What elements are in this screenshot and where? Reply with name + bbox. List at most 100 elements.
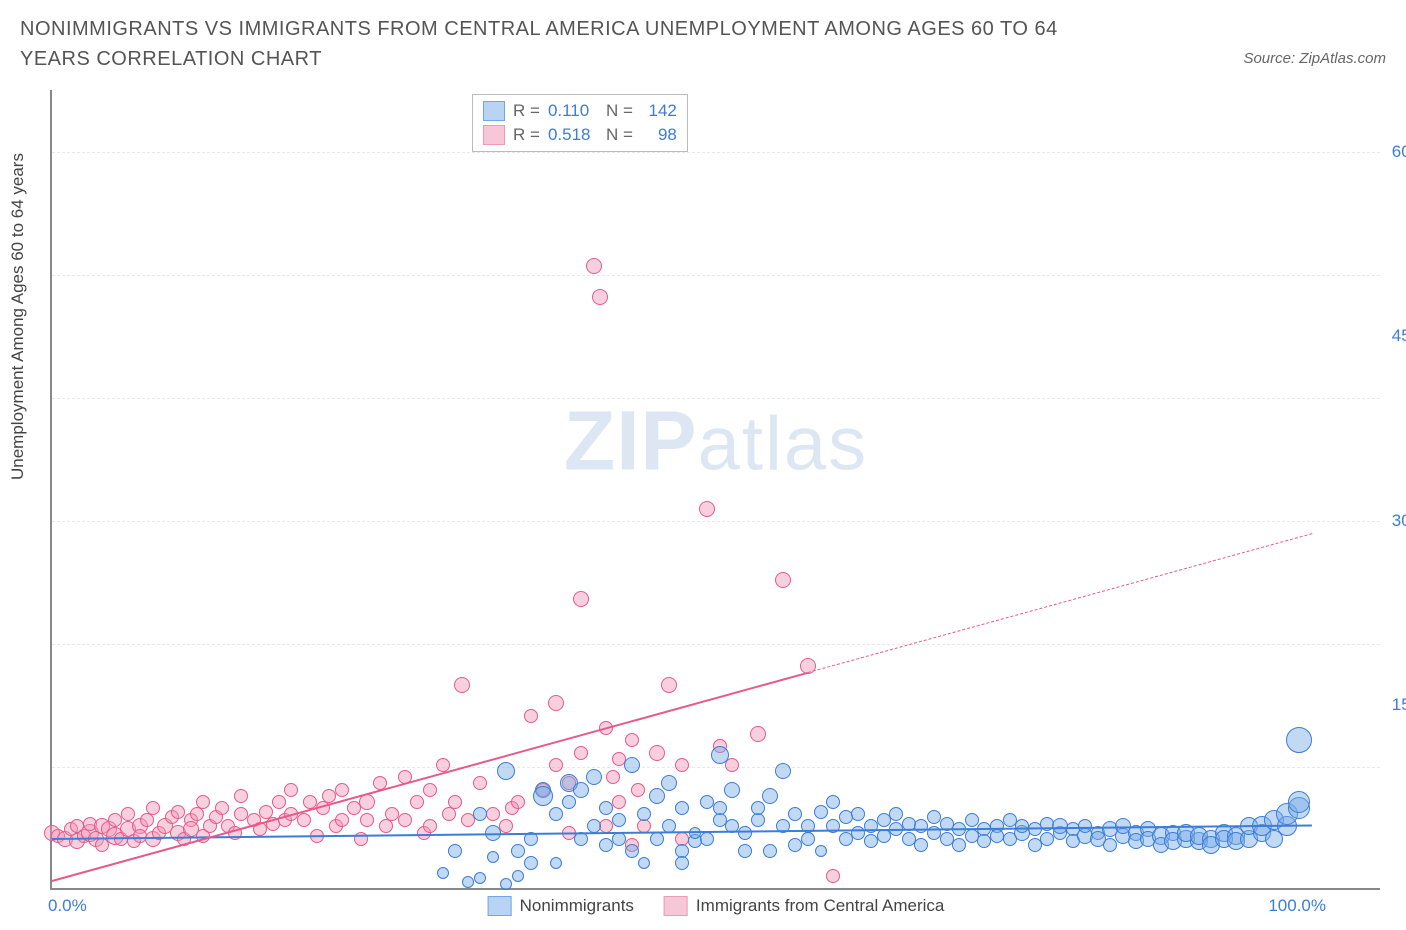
- watermark-bold: ZIP: [564, 394, 698, 488]
- data-point: [750, 726, 766, 742]
- y-axis-label: Unemployment Among Ages 60 to 64 years: [8, 153, 28, 480]
- data-point: [914, 838, 928, 852]
- stats-row: R =0.518N = 98: [483, 123, 677, 147]
- data-point: [649, 745, 665, 761]
- legend-swatch: [488, 896, 512, 916]
- data-point: [486, 807, 500, 821]
- gridline: [52, 275, 1380, 276]
- trend-line: [52, 672, 809, 882]
- data-point: [423, 783, 437, 797]
- data-point: [448, 795, 462, 809]
- data-point: [675, 801, 689, 815]
- data-point: [398, 813, 412, 827]
- gridline: [52, 398, 1380, 399]
- data-point: [500, 878, 512, 890]
- data-point: [661, 677, 677, 693]
- data-point: [442, 807, 456, 821]
- data-point: [497, 762, 515, 780]
- data-point: [814, 805, 828, 819]
- data-point: [637, 807, 651, 821]
- data-point: [675, 856, 689, 870]
- data-point: [335, 813, 349, 827]
- data-point: [410, 795, 424, 809]
- data-point: [511, 795, 525, 809]
- watermark-rest: atlas: [698, 402, 869, 487]
- data-point: [171, 805, 185, 819]
- data-point: [454, 677, 470, 693]
- data-point: [801, 832, 815, 846]
- trend-line: [808, 533, 1312, 673]
- r-value: 0.110: [548, 101, 598, 121]
- data-point: [952, 838, 966, 852]
- data-point: [624, 757, 640, 773]
- data-point: [573, 591, 589, 607]
- data-point: [562, 795, 576, 809]
- data-point: [725, 758, 739, 772]
- data-point: [196, 795, 210, 809]
- data-point: [473, 776, 487, 790]
- data-point: [965, 813, 979, 827]
- scatter-plot: ZIPatlas R =0.110N =142R =0.518N = 98 No…: [50, 90, 1380, 890]
- data-point: [548, 695, 564, 711]
- gridline: [52, 767, 1380, 768]
- data-point: [512, 870, 524, 882]
- legend-label: Immigrants from Central America: [696, 896, 944, 916]
- y-tick-label: 30.0%: [1392, 511, 1406, 531]
- data-point: [379, 819, 393, 833]
- data-point: [140, 813, 154, 827]
- n-label: N =: [606, 101, 633, 121]
- data-point: [738, 826, 752, 840]
- data-point: [638, 857, 650, 869]
- data-point: [487, 851, 499, 863]
- data-point: [675, 758, 689, 772]
- x-tick-label: 0.0%: [48, 896, 87, 916]
- data-point: [775, 572, 791, 588]
- data-point: [473, 807, 487, 821]
- data-point: [550, 857, 562, 869]
- data-point: [573, 782, 589, 798]
- data-point: [851, 807, 865, 821]
- data-point: [775, 763, 791, 779]
- data-point: [751, 801, 765, 815]
- data-point: [826, 795, 840, 809]
- data-point: [215, 801, 229, 815]
- data-point: [284, 783, 298, 797]
- data-point: [699, 501, 715, 517]
- data-point: [713, 801, 727, 815]
- data-point: [612, 795, 626, 809]
- data-point: [1288, 791, 1310, 813]
- data-point: [574, 746, 588, 760]
- data-point: [826, 869, 840, 883]
- source-label: Source: ZipAtlas.com: [1243, 50, 1386, 67]
- data-point: [631, 783, 645, 797]
- n-value: 98: [641, 125, 677, 145]
- data-point: [650, 832, 664, 846]
- data-point: [592, 289, 608, 305]
- data-point: [549, 758, 563, 772]
- data-point: [599, 801, 613, 815]
- data-point: [524, 709, 538, 723]
- data-point: [877, 829, 891, 843]
- watermark: ZIPatlas: [564, 393, 868, 490]
- data-point: [625, 844, 639, 858]
- data-point: [700, 832, 714, 846]
- data-point: [788, 807, 802, 821]
- data-point: [625, 733, 639, 747]
- data-point: [437, 867, 449, 879]
- y-tick-label: 60.0%: [1392, 142, 1406, 162]
- data-point: [335, 783, 349, 797]
- chart-title: NONIMMIGRANTS VS IMMIGRANTS FROM CENTRAL…: [20, 14, 1120, 74]
- data-point: [511, 844, 525, 858]
- data-point: [234, 789, 248, 803]
- data-point: [190, 807, 204, 821]
- x-tick-label: 100.0%: [1268, 896, 1326, 916]
- data-point: [649, 788, 665, 804]
- data-point: [533, 786, 553, 806]
- data-point: [146, 801, 160, 815]
- data-point: [448, 844, 462, 858]
- gridline: [52, 644, 1380, 645]
- data-point: [462, 876, 474, 888]
- data-point: [360, 813, 374, 827]
- r-label: R =: [513, 101, 540, 121]
- data-point: [423, 819, 437, 833]
